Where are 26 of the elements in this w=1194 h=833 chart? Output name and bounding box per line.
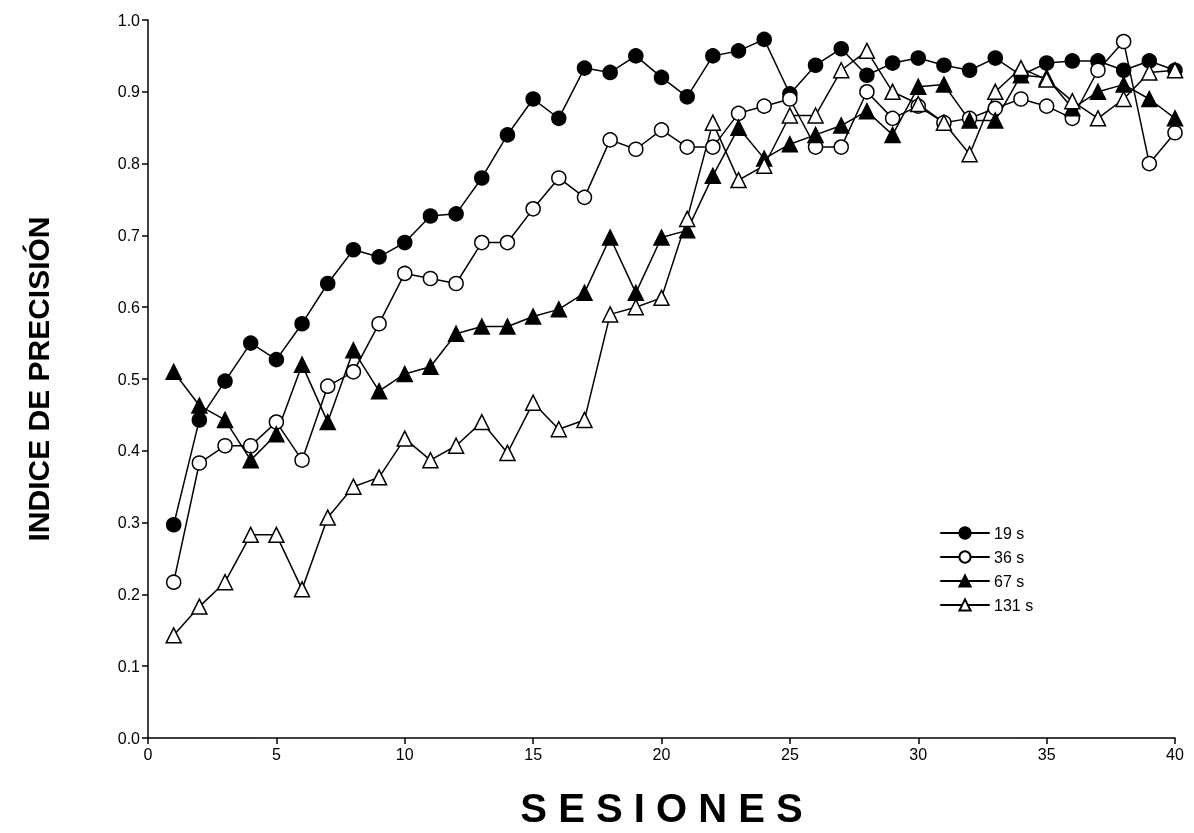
x-tick-label: 30 [909,745,928,763]
x-tick-label: 15 [524,745,543,763]
legend-label: 36 s [994,548,1025,566]
legend-label: 19 s [994,524,1025,542]
y-tick-label: 0.4 [117,442,141,460]
x-tick-label: 5 [271,745,281,763]
x-tick-label: 35 [1037,745,1056,763]
x-tick-label: 40 [1166,745,1184,763]
y-axis-title: INDICE DE PRECISIÓN [21,216,55,542]
x-tick-label: 10 [395,745,414,763]
y-tick-label: 0.3 [117,514,141,532]
legend-label: 131 s [994,596,1034,614]
y-tick-label: 0.6 [117,298,141,316]
y-tick-label: 1.0 [117,11,141,29]
legend-label: 67 s [994,572,1025,590]
y-tick-label: 0.2 [117,585,141,603]
y-tick-label: 0.5 [117,370,141,388]
y-tick-label: 0.8 [117,155,141,173]
y-tick-label: 0.9 [117,83,141,101]
x-tick-label: 25 [780,745,799,763]
x-tick-label: 20 [652,745,671,763]
x-tick-label: 0 [143,745,153,763]
y-tick-label: 0.0 [117,729,141,747]
y-tick-label: 0.1 [117,657,141,675]
y-tick-label: 0.7 [117,226,141,244]
x-axis-title: S E S I O N E S [520,786,803,830]
